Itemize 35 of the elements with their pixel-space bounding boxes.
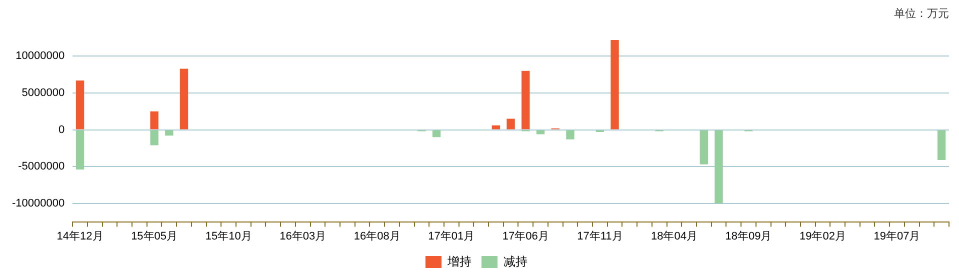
y-tick-label: -5000000 (18, 160, 65, 173)
x-tick-label: 17年06月 (502, 230, 549, 242)
bar (76, 130, 84, 170)
bar (165, 130, 174, 136)
legend-label: 减持 (504, 254, 528, 268)
x-tick-label: 16年03月 (280, 230, 326, 242)
x-tick-label: 17年01月 (428, 230, 475, 242)
bar (610, 40, 619, 130)
bar (566, 130, 574, 140)
y-tick-label: 0 (58, 124, 65, 136)
bar (492, 125, 500, 130)
x-tick-label: 15年10月 (205, 230, 252, 242)
bar (937, 130, 946, 160)
bar (506, 118, 515, 130)
bar (714, 130, 723, 204)
text: 单位：万元 (894, 6, 949, 21)
x-tick-label: 19年07月 (874, 230, 920, 242)
x-tick-label: 18年09月 (725, 230, 772, 242)
y-tick-label: 5000000 (22, 87, 65, 100)
x-tick-label: 17年11月 (577, 230, 623, 242)
bar (150, 130, 158, 146)
bar (700, 130, 708, 164)
x-tick-label: 14年12月 (56, 230, 104, 242)
x-tick-label: 18年04月 (650, 230, 698, 242)
x-tick-label: 19年02月 (799, 230, 846, 242)
bar (76, 80, 84, 130)
bar (150, 111, 158, 130)
x-tick-label: 16年08月 (354, 230, 400, 242)
bar (432, 130, 441, 138)
legend-label: 增持 (446, 254, 472, 268)
bar (180, 68, 188, 130)
y-tick-label: 10000000 (16, 50, 65, 62)
y-tick-label: -10000000 (12, 197, 65, 210)
x-tick-label: 15年05月 (131, 230, 178, 242)
bar (522, 70, 530, 130)
